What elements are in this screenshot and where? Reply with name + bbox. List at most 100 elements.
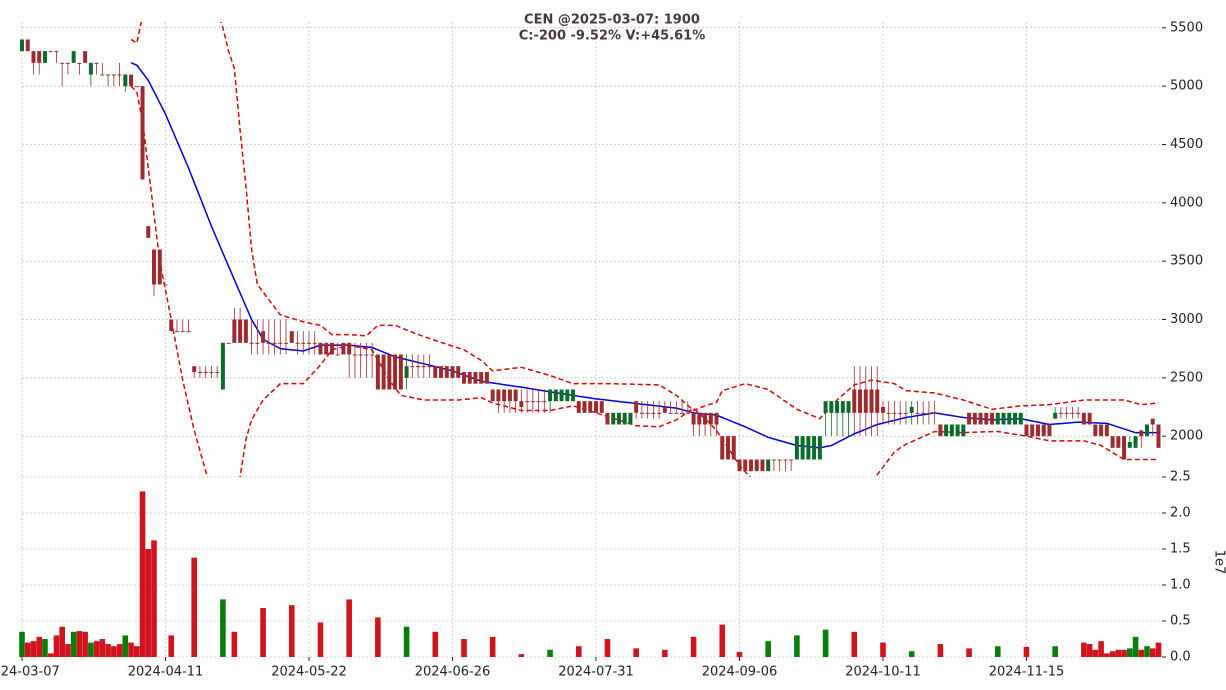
volume-bar [1138, 649, 1145, 657]
candle-body [1093, 424, 1098, 437]
volume-bar [191, 557, 197, 657]
volume-bar [966, 648, 972, 657]
volume-bar [662, 649, 668, 657]
volume-bar [105, 644, 111, 657]
candle-body [404, 366, 409, 378]
volume-bar [30, 641, 37, 657]
candle-body [651, 412, 656, 414]
candle-body [1064, 412, 1069, 414]
chart-title: CEN @2025-03-07: 1900 [524, 13, 700, 28]
candle-body [771, 459, 776, 461]
candle-body [990, 412, 995, 425]
candle-body [1127, 442, 1132, 448]
y-tick-label: 3500 [1170, 254, 1203, 269]
x-tick-label: 2024-04-11 [128, 665, 204, 680]
candle-body [284, 342, 289, 344]
candle-body [347, 342, 352, 355]
candle-body [869, 389, 874, 413]
volume-bar [82, 631, 88, 657]
volume-bar [122, 635, 129, 657]
volume-bar [1052, 646, 1058, 657]
candle-body [1070, 412, 1075, 414]
candle-body [370, 354, 375, 356]
volume-bar [880, 642, 886, 657]
candle-body [582, 401, 587, 413]
candle-body [479, 372, 484, 384]
candle-body [65, 62, 70, 64]
y-tick-label: 5500 [1170, 20, 1203, 35]
y-tick-label: 2.0 [1170, 506, 1191, 521]
candle-body [88, 62, 93, 75]
candle-body [197, 372, 202, 373]
candle-body [306, 342, 311, 344]
candle-body [60, 62, 65, 64]
volume-offset-label: 1e7 [1212, 550, 1226, 575]
y-tick-label: 2.5 [1170, 470, 1191, 485]
candle-body [800, 436, 805, 460]
candle-body [726, 436, 731, 460]
volume-bar [1132, 636, 1139, 657]
candle-body [720, 436, 725, 460]
volume-bar [1086, 644, 1093, 657]
x-tick-label: 2024-11-15 [989, 665, 1065, 680]
candle-body [576, 401, 581, 413]
candle-body [393, 354, 398, 390]
candle-body [215, 372, 220, 373]
candle-body [880, 407, 885, 413]
volume-bar [128, 642, 134, 657]
volume-bar [288, 605, 295, 657]
volume-bar [1127, 648, 1133, 657]
candle-body [180, 331, 185, 333]
volume-bar [99, 639, 106, 657]
candle-body [129, 74, 134, 87]
candle-body [1018, 412, 1023, 425]
candle-body [42, 51, 47, 63]
volume-bar [432, 631, 439, 657]
candle-body [381, 354, 386, 390]
candle-body [1150, 418, 1155, 425]
candle-body [439, 366, 444, 378]
volume-bar [93, 641, 100, 657]
volume-bar [47, 653, 54, 657]
candle-body [645, 412, 650, 414]
candle-body [358, 354, 363, 356]
candle-body [312, 342, 317, 344]
candle-body [1139, 430, 1144, 437]
volume-bar [1104, 653, 1110, 657]
candle-body [1122, 436, 1127, 460]
candle-body [37, 51, 42, 63]
candle-body [542, 401, 547, 403]
candle-body [186, 331, 191, 333]
candle-body [553, 389, 558, 402]
candle-body [507, 389, 512, 402]
candle-body [77, 62, 82, 64]
candle-body [611, 412, 616, 425]
candle-body [949, 424, 954, 437]
candle-body [926, 412, 931, 414]
candle-body [829, 401, 834, 413]
y-tick-label: 0.0 [1170, 650, 1191, 665]
volume-bar [822, 629, 829, 657]
candle-body [559, 389, 564, 402]
volume-bar [139, 491, 146, 657]
candle-body [272, 342, 277, 344]
x-tick-label: 2024-06-26 [415, 665, 491, 680]
candle-body [777, 459, 782, 461]
y-tick-label: 0.5 [1170, 614, 1191, 629]
candle-body [794, 436, 799, 460]
candle-body [1110, 436, 1115, 448]
candle-body [886, 412, 891, 414]
volume-bar [220, 599, 226, 657]
candle-body [1076, 412, 1081, 414]
candle-body [278, 342, 283, 344]
candle-body [174, 331, 179, 333]
volume-bar [1081, 642, 1087, 657]
candle-body [691, 412, 696, 425]
y-tick-label: 2500 [1170, 370, 1203, 385]
candle-body [616, 412, 621, 425]
candle-body [1145, 424, 1150, 437]
volume-bar [53, 635, 60, 657]
candle-body [146, 226, 151, 238]
volume-panel [19, 491, 1162, 657]
candle-body [134, 86, 139, 88]
